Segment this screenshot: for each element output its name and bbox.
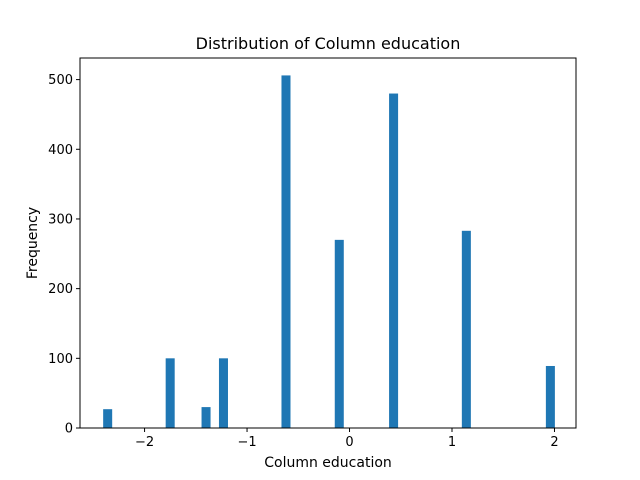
x-tick-label-0: −2 bbox=[135, 435, 154, 450]
histogram-bar-5 bbox=[334, 239, 344, 428]
y-tick-label-2: 200 bbox=[48, 282, 73, 297]
histogram-bar-4 bbox=[281, 75, 291, 429]
x-axis-label: Column education bbox=[264, 455, 392, 471]
bars-layer bbox=[103, 75, 555, 429]
histogram-bar-1 bbox=[165, 358, 175, 428]
histogram-bar-3 bbox=[218, 358, 228, 428]
x-tick-label-3: 1 bbox=[448, 435, 456, 450]
histogram-bar-0 bbox=[103, 409, 113, 428]
chart-title: Distribution of Column education bbox=[196, 34, 461, 53]
plot-area-frame bbox=[79, 57, 577, 429]
y-axis-label: Frequency bbox=[25, 207, 41, 279]
y-tick-label-5: 500 bbox=[48, 73, 73, 88]
x-tick-label-4: 2 bbox=[550, 435, 558, 450]
y-tick-label-4: 400 bbox=[48, 143, 73, 158]
x-tick-label-2: 0 bbox=[345, 435, 353, 450]
histogram-bar-6 bbox=[389, 93, 399, 429]
histogram-bar-7 bbox=[461, 230, 471, 428]
histogram-bar-2 bbox=[201, 407, 211, 428]
histogram-bar-8 bbox=[545, 365, 555, 428]
y-tick-label-0: 0 bbox=[65, 422, 73, 437]
ticks-layer: −2 −1 0 1 2 0 100 200 300 400 500 bbox=[48, 73, 558, 450]
x-tick-label-1: −1 bbox=[237, 435, 256, 450]
y-tick-label-3: 300 bbox=[48, 212, 73, 227]
y-tick-label-1: 100 bbox=[48, 352, 73, 367]
